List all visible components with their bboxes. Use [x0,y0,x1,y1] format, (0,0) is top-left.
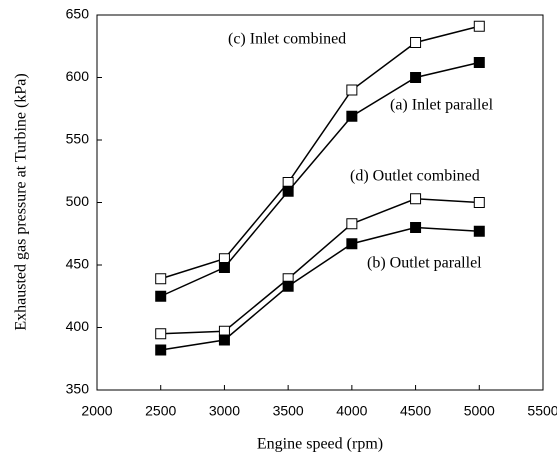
x-tick-label: 3000 [209,403,240,419]
x-tick-label: 5000 [464,403,495,419]
y-tick-label: 600 [66,68,90,84]
marker [155,328,167,340]
marker [473,197,485,208]
y-tick-label: 650 [66,6,90,22]
marker [155,290,167,302]
marker [473,20,485,32]
series-label: (d) Outlet combined [350,168,480,185]
marker [155,344,167,356]
y-tick-label: 400 [66,318,90,334]
series-line [160,61,480,297]
marker [346,84,358,96]
x-tick-label: 3500 [273,403,304,419]
marker [346,218,358,230]
series-line [160,226,480,351]
x-tick-label: 5500 [527,403,557,419]
x-tick-label: 2500 [145,403,176,419]
x-tick-label: 4000 [336,403,367,419]
y-tick-label: 350 [66,381,90,397]
marker [346,110,358,122]
x-tick-label: 4500 [400,403,431,419]
marker [410,72,422,83]
marker [473,57,485,68]
x-axis-label: Engine speed (rpm) [257,436,383,453]
marker [155,273,167,285]
y-tick-label: 550 [66,131,90,147]
y-tick-label: 500 [66,193,90,209]
series-line [160,25,480,280]
series-line [160,197,480,335]
marker [410,222,422,233]
series-label: (b) Outlet parallel [367,255,482,272]
marker [410,37,422,48]
series-label: (a) Inlet parallel [390,97,494,114]
marker [218,334,230,346]
y-axis-label: Exhausted gas pressure at Turbine (kPa) [13,73,30,330]
series-label: (c) Inlet combined [228,31,346,48]
marker [473,225,485,237]
y-tick-label: 450 [66,256,90,272]
x-tick-label: 2000 [81,403,112,419]
marker [282,280,294,292]
marker [218,262,230,273]
marker [410,193,422,205]
marker [282,185,294,197]
marker [346,238,358,250]
